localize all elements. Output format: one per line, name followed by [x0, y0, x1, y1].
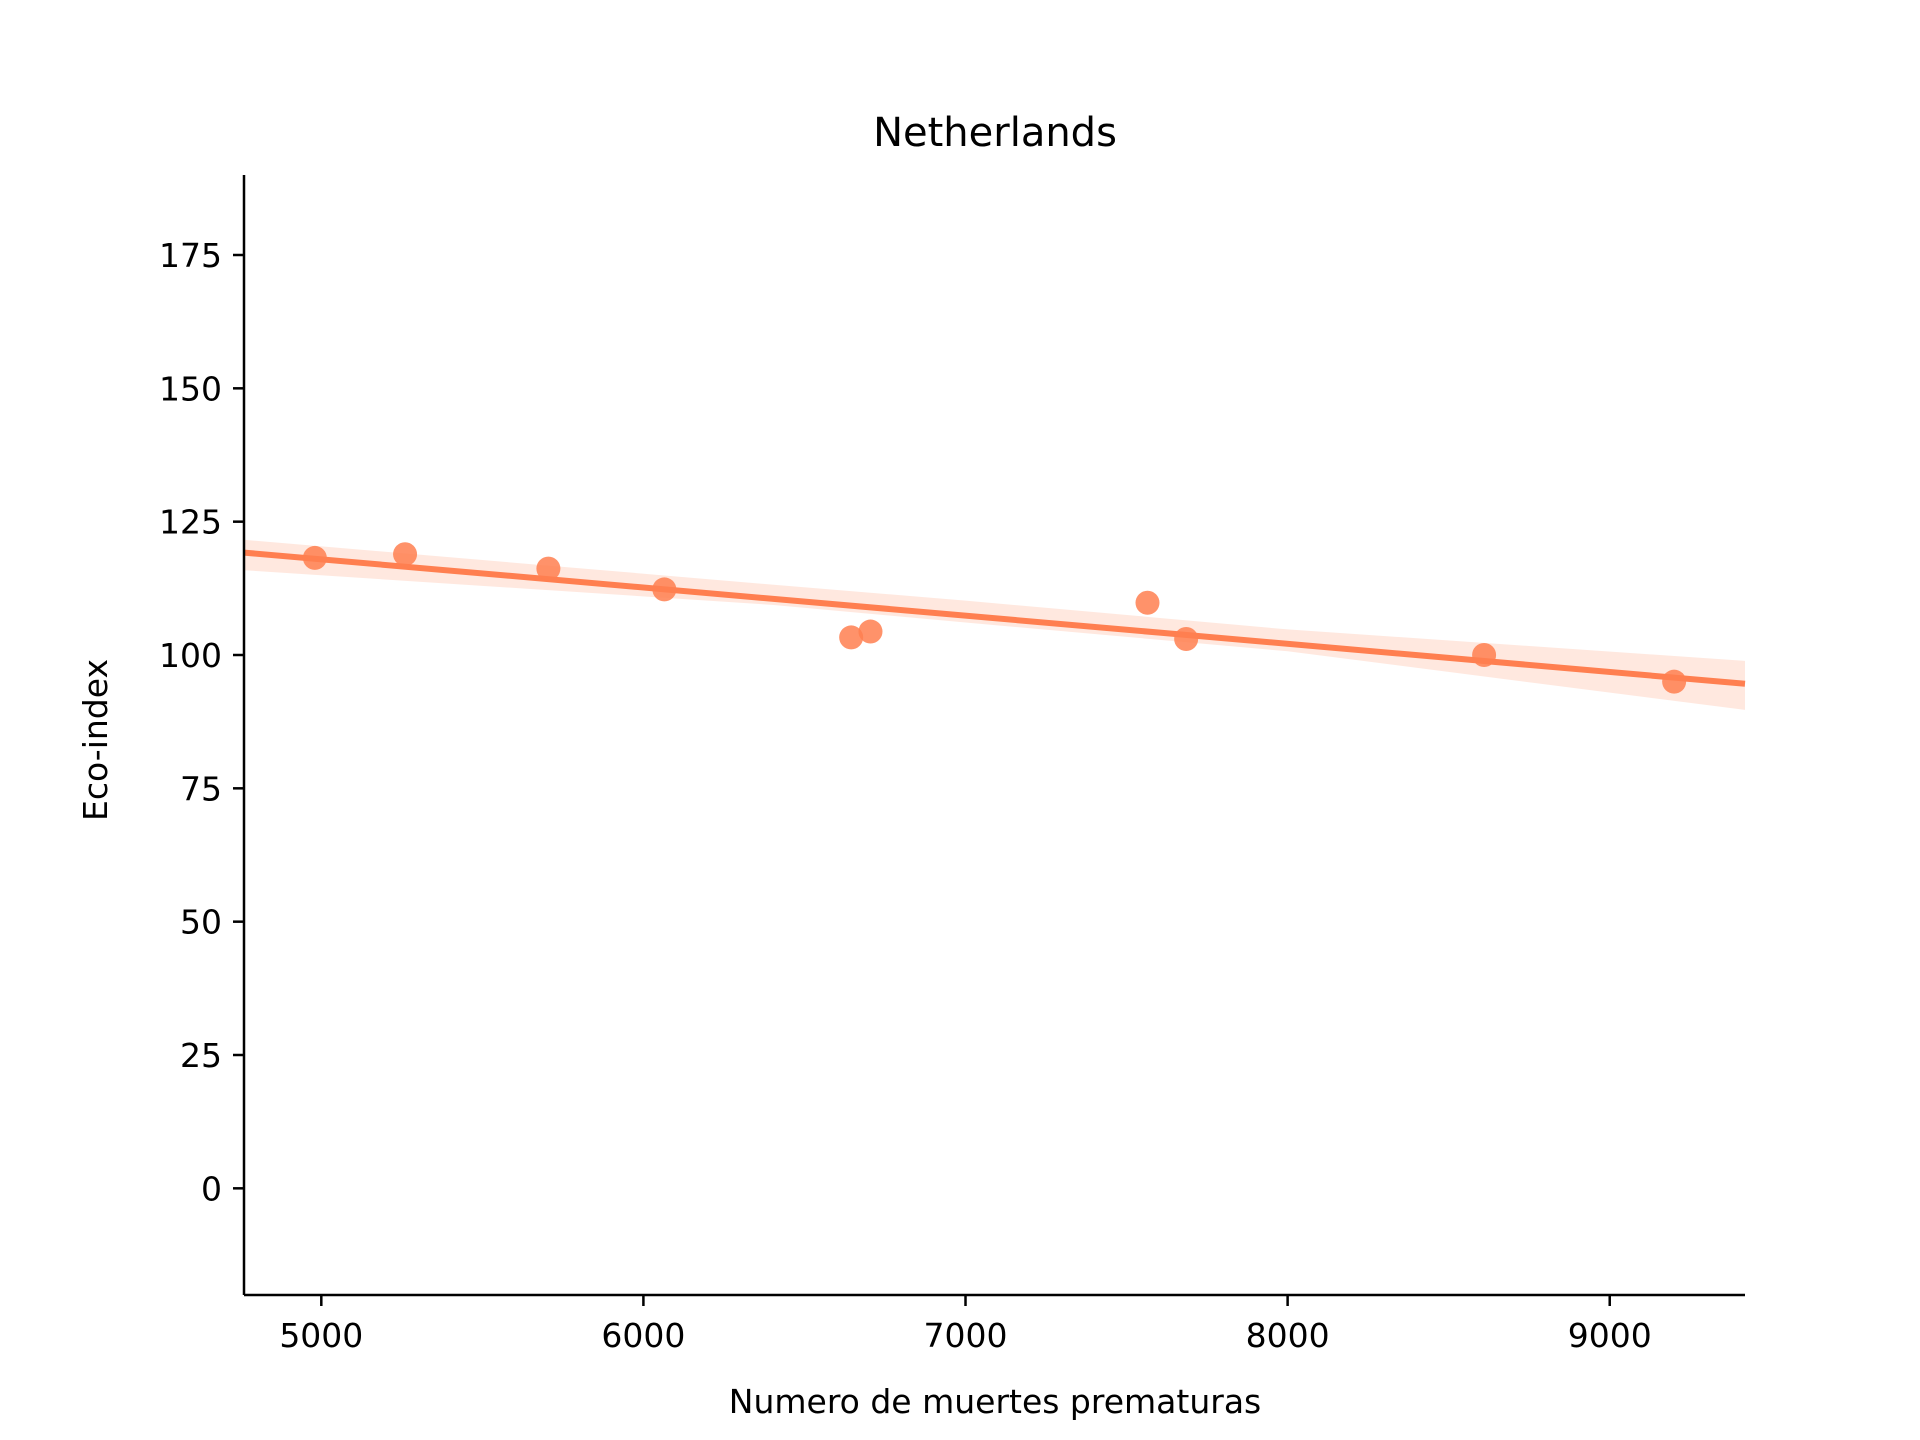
data-point-1: [302, 545, 327, 570]
data-point-3: [536, 556, 561, 581]
y-axis-title: Eco-index: [76, 659, 115, 821]
y-tick-label-100: 100: [159, 636, 222, 675]
y-tick-label-125: 125: [159, 503, 222, 542]
data-point-5: [839, 625, 864, 650]
x-tick-label-9000: 9000: [1568, 1316, 1652, 1355]
chart-title: Netherlands: [873, 110, 1117, 156]
data-point-9: [1472, 643, 1497, 667]
y-tick-label-50: 50: [180, 903, 222, 942]
x-tick-label-8000: 8000: [1246, 1316, 1330, 1355]
data-point-4: [652, 577, 677, 602]
confidence-band: [244, 539, 1745, 710]
x-tick-label-5000: 5000: [279, 1316, 363, 1355]
x-tick-label-6000: 6000: [601, 1316, 685, 1355]
y-tick-label-75: 75: [180, 769, 222, 808]
data-point-8: [1174, 627, 1199, 651]
x-axis-title: Numero de muertes prematuras: [729, 1382, 1261, 1421]
y-tick-label-25: 25: [180, 1036, 222, 1075]
data-point-7: [1135, 590, 1160, 615]
y-tick-label-175: 175: [159, 236, 222, 275]
regression-line-path: [243, 549, 1746, 687]
data-points: [302, 542, 1687, 694]
axes: 0 25 50 75 100 125 150 175 5000 6000 7000 8000 9000: [159, 175, 1745, 1355]
y-tick-label-0: 0: [201, 1169, 222, 1208]
y-tick-label-150: 150: [159, 369, 222, 408]
data-point-2: [393, 542, 418, 567]
x-tick-label-7000: 7000: [924, 1316, 1008, 1355]
regression-line: [243, 549, 1746, 687]
data-point-6: [858, 619, 883, 644]
data-point-10: [1662, 669, 1687, 694]
confidence-band-area: [244, 539, 1745, 710]
